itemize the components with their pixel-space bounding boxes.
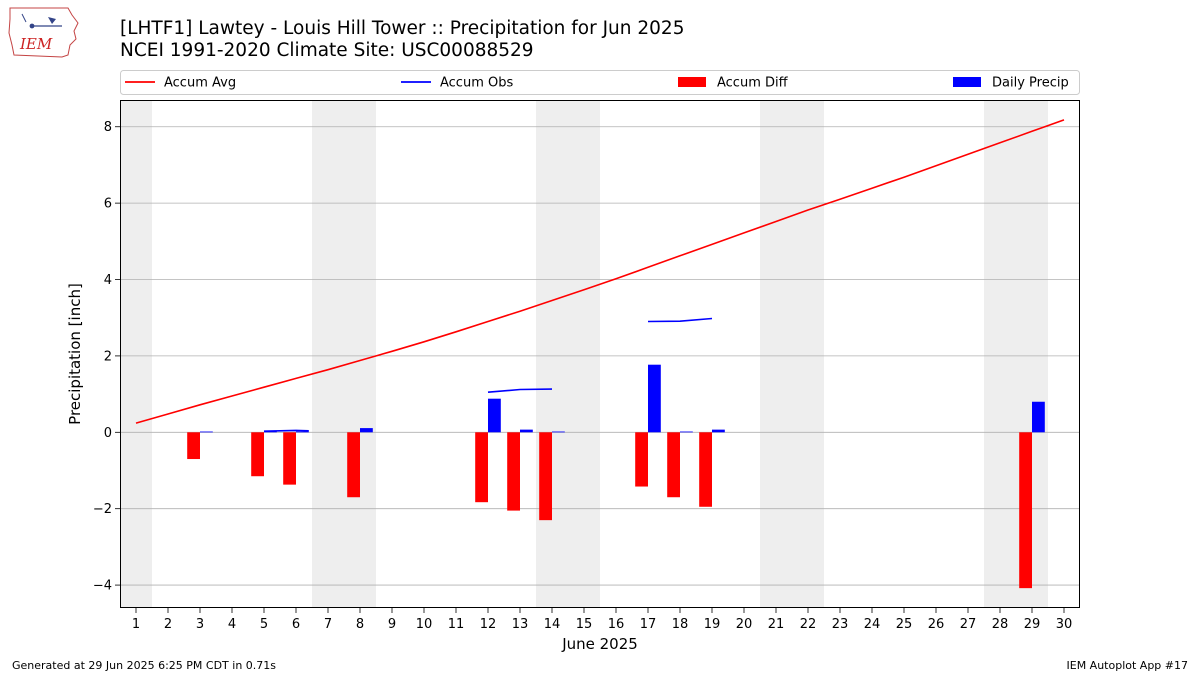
daily-precip-bar [296, 431, 309, 433]
x-tick-label: 20 [736, 617, 753, 632]
daily-precip-bar [712, 429, 725, 433]
x-tick-label: 7 [324, 617, 332, 632]
x-tick-label: 15 [576, 617, 593, 632]
x-tick-label: 1 [132, 617, 140, 632]
chart-subtitle: NCEI 1991-2020 Climate Site: USC00088529 [120, 40, 534, 61]
logo-text: IEM [19, 35, 53, 53]
accum-diff-bar [507, 432, 520, 511]
accum-diff-bar [635, 432, 648, 487]
x-tick-label: 30 [1056, 617, 1073, 632]
accum-diff-bar [283, 432, 296, 485]
daily-precip-bar [520, 429, 533, 433]
x-tick-label: 12 [480, 617, 497, 632]
x-tick-label: 18 [672, 617, 689, 632]
daily-precip-bar [552, 431, 565, 433]
weekend-band [760, 100, 824, 608]
y-tick-label: 2 [104, 349, 112, 364]
footer-generated: Generated at 29 Jun 2025 6:25 PM CDT in … [12, 659, 277, 672]
y-axis-label: Precipitation [inch] [66, 283, 84, 425]
daily-precip-bar [360, 428, 373, 433]
y-tick-label: −2 [93, 502, 112, 517]
y-tick-label: 0 [104, 426, 112, 441]
x-tick-label: 6 [292, 617, 300, 632]
x-tick-label: 2 [164, 617, 172, 632]
x-axis-label: June 2025 [561, 635, 638, 653]
x-tick-label: 28 [992, 617, 1009, 632]
x-tick-label: 21 [768, 617, 785, 632]
x-tick-label: 26 [928, 617, 945, 632]
daily-precip-bar [488, 398, 501, 433]
x-tick-label: 11 [448, 617, 465, 632]
accum-diff-bar [699, 432, 712, 507]
legend-swatch-bar [678, 77, 706, 87]
accum-diff-bar [475, 432, 488, 503]
accum-diff-bar [187, 432, 200, 460]
x-tick-label: 25 [896, 617, 913, 632]
weekend-band [536, 100, 600, 608]
y-tick-label: 8 [104, 120, 112, 135]
x-tick-label: 10 [416, 617, 433, 632]
accum-obs-line [263, 429, 309, 432]
footer-app: IEM Autoplot App #17 [1066, 659, 1189, 672]
accum-diff-bar [251, 432, 264, 477]
x-tick-label: 19 [704, 617, 721, 632]
accum-diff-bar [667, 432, 680, 498]
accum-obs-line [647, 317, 713, 323]
accum-avg-line [135, 119, 1065, 424]
daily-precip-bar [648, 364, 661, 433]
x-tick-label: 5 [260, 617, 268, 632]
x-tick-label: 27 [960, 617, 977, 632]
x-tick-label: 29 [1024, 617, 1041, 632]
weekend-band [120, 100, 152, 608]
y-tick-label: 6 [104, 197, 112, 212]
accum-diff-bar [539, 432, 552, 521]
plot-frame [120, 100, 1080, 608]
accum-diff-bar [1019, 432, 1032, 589]
iem-logo: IEM [8, 7, 79, 58]
x-tick-label: 9 [388, 617, 396, 632]
x-tick-label: 4 [228, 617, 236, 632]
daily-precip-bar [1032, 401, 1045, 433]
iowa-outline-icon [8, 7, 79, 58]
x-tick-label: 24 [864, 617, 881, 632]
legend-label: Accum Diff [717, 76, 789, 91]
legend-label: Accum Avg [164, 76, 236, 91]
x-tick-label: 14 [544, 617, 561, 632]
weekend-band [312, 100, 376, 608]
y-tick-label: 4 [104, 273, 112, 288]
x-tick-label: 8 [356, 617, 364, 632]
legend-box [120, 70, 1080, 95]
legend-label: Daily Precip [992, 76, 1069, 91]
y-tick-label: −4 [93, 579, 112, 594]
legend-label: Accum Obs [440, 76, 513, 91]
daily-precip-bar [680, 431, 693, 433]
accum-obs-line [487, 388, 553, 393]
legend-swatch-bar [953, 77, 981, 87]
chart-title: [LHTF1] Lawtey - Louis Hill Tower :: Pre… [120, 18, 685, 39]
accum-diff-bar [347, 432, 360, 498]
x-tick-label: 3 [196, 617, 204, 632]
x-tick-label: 16 [608, 617, 625, 632]
x-tick-label: 13 [512, 617, 529, 632]
daily-precip-bar [200, 431, 213, 433]
x-tick-label: 17 [640, 617, 657, 632]
x-tick-label: 23 [832, 617, 849, 632]
x-tick-label: 22 [800, 617, 817, 632]
weekend-band [984, 100, 1048, 608]
